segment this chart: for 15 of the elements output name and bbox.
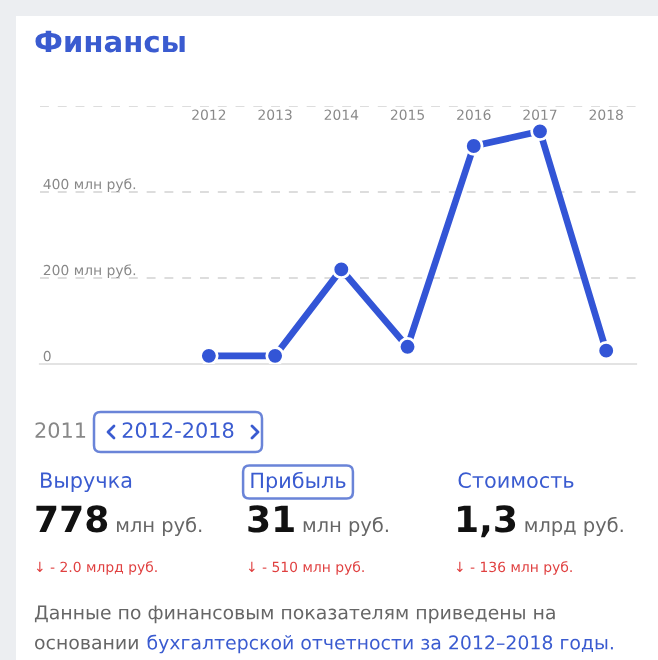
text: млн руб. [117,516,202,537]
text: Прибыль [251,471,346,493]
text: млн руб. [303,516,388,537]
text: бухгалтерской отчетности за 2012–2018 годы. [147,634,613,654]
text: Стоимость [458,472,574,489]
chart-title: Финансы [35,30,185,53]
text: 778 [36,505,108,533]
text: млрд руб. [525,516,623,537]
text: 2012-2018 [122,422,234,439]
text: основании [35,638,138,650]
text: Данные по финансовым показателям приведены на [34,605,555,624]
text: 1,3 [458,505,516,538]
text: Выручка [41,472,132,493]
text: 31 [248,505,294,533]
text: 2011 [35,422,86,439]
